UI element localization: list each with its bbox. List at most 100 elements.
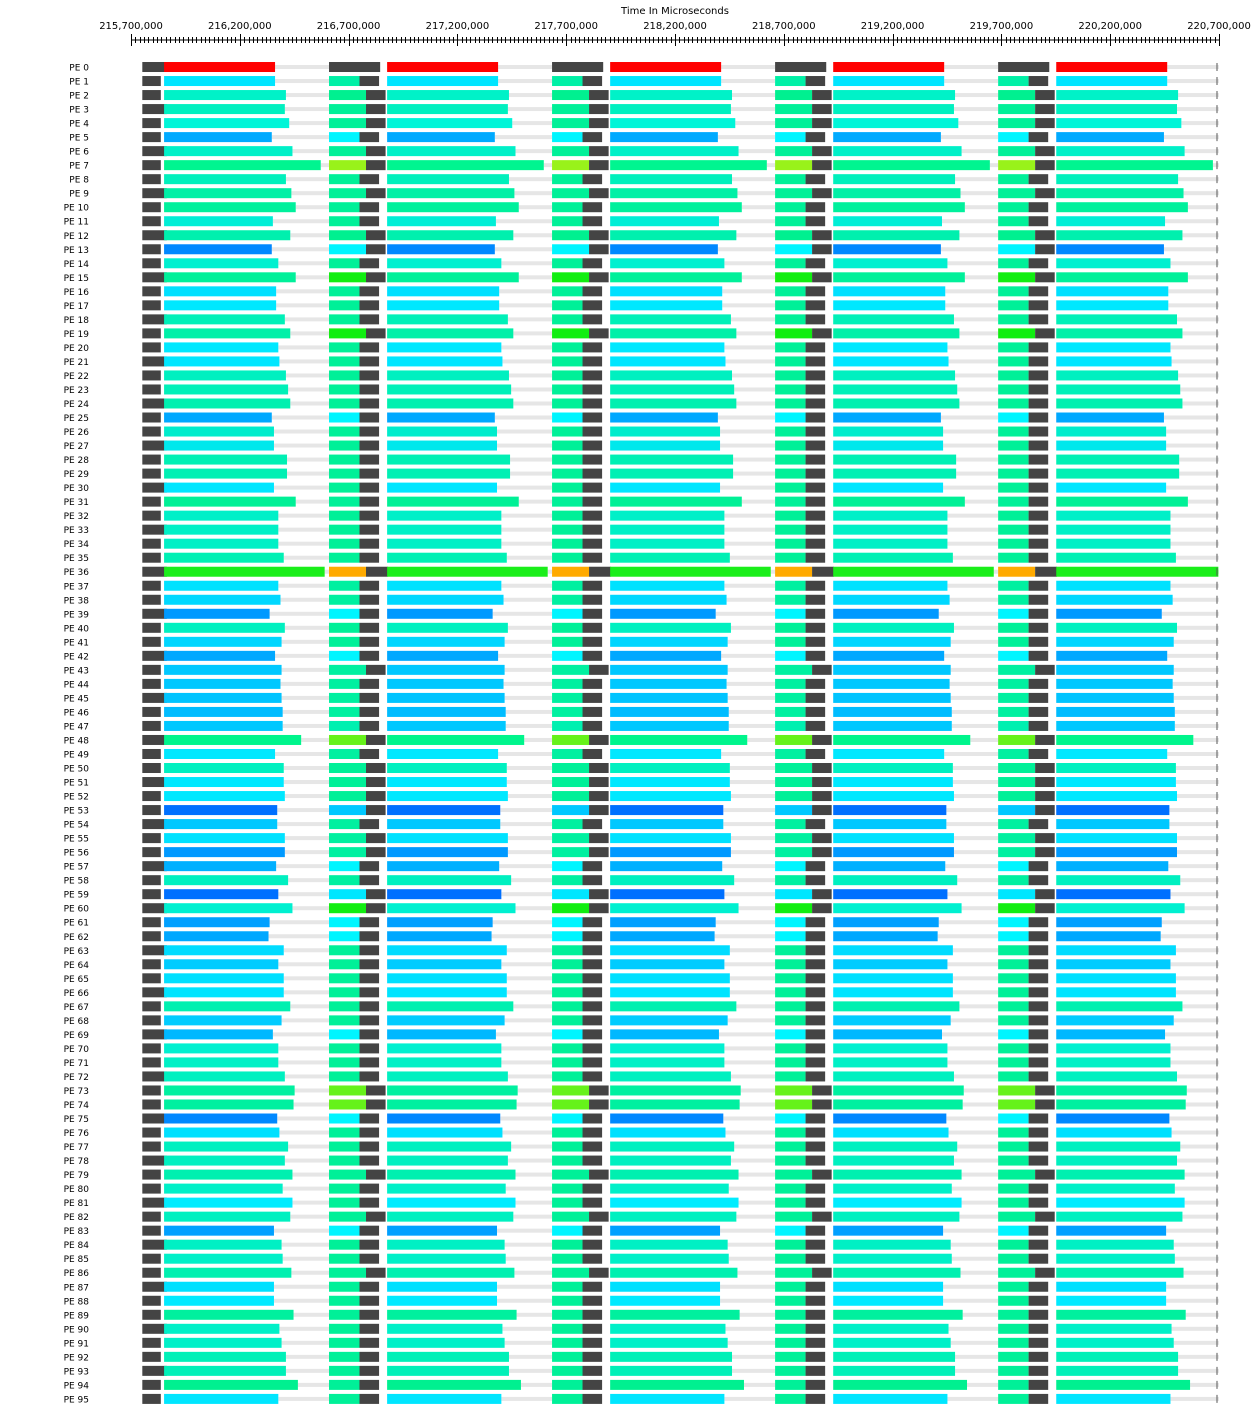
overhead-block (589, 104, 609, 115)
overhead-block (142, 510, 161, 521)
overhead-block (1028, 692, 1049, 703)
short-bar (552, 1085, 590, 1096)
idle-segment (1170, 541, 1219, 546)
work-bar (164, 566, 325, 577)
row-label: PE 31 (64, 498, 89, 508)
work-bar (610, 1071, 731, 1082)
work-bar (610, 552, 730, 563)
short-bar (998, 1141, 1029, 1152)
work-bar (387, 1015, 505, 1026)
overhead-block (359, 1015, 380, 1026)
idle-segment (275, 65, 330, 70)
idle-segment (290, 401, 330, 406)
row-label: PE 4 (69, 120, 89, 130)
row-label: PE 38 (64, 596, 90, 606)
overhead-block (359, 356, 380, 367)
row-bars (142, 566, 1219, 577)
overhead-block (359, 496, 380, 507)
short-bar (998, 1113, 1029, 1124)
work-bar (833, 538, 948, 549)
short-bar (552, 1057, 583, 1068)
work-bar (610, 1337, 728, 1348)
short-bar (329, 889, 367, 900)
idle-segment (501, 1060, 553, 1065)
work-bar (164, 552, 284, 563)
short-bar (329, 706, 360, 717)
idle-segment (287, 457, 330, 462)
short-bar (552, 678, 583, 689)
short-bar (329, 805, 367, 816)
work-bar (610, 748, 722, 759)
work-bar (833, 1015, 951, 1026)
short-bar (329, 987, 360, 998)
work-bar (387, 566, 548, 577)
idle-segment (962, 1312, 999, 1317)
overhead-block (142, 763, 161, 774)
work-bar (833, 1169, 962, 1180)
short-bar (552, 146, 590, 157)
overhead-block (582, 692, 603, 703)
row-bars (142, 538, 1219, 549)
idle-segment (507, 107, 553, 112)
work-bar (1056, 1253, 1175, 1264)
idle-segment (494, 247, 553, 252)
short-bar (775, 1323, 806, 1334)
overhead-block (1028, 678, 1049, 689)
idle-segment (747, 737, 776, 742)
row-bars (142, 734, 1219, 745)
row-bars (142, 1043, 1219, 1054)
row-bars (142, 356, 1219, 367)
idle-segment (1182, 1214, 1219, 1219)
work-bar (1056, 384, 1181, 395)
short-bar (552, 777, 590, 788)
row-label: PE 16 (64, 288, 90, 298)
short-bar (775, 314, 806, 325)
overhead-block (582, 1351, 603, 1362)
overhead-block (812, 664, 832, 675)
row-bars (142, 1197, 1219, 1208)
idle-segment (283, 780, 330, 785)
overhead-block (582, 748, 603, 759)
short-bar (998, 917, 1029, 928)
overhead-block (582, 1197, 603, 1208)
short-bar (998, 1071, 1029, 1082)
work-bar (833, 188, 961, 199)
short-bar (329, 76, 360, 87)
x-tick-label: 216,700,000 (317, 21, 381, 32)
idle-segment (513, 331, 553, 336)
idle-segment (1168, 864, 1219, 869)
short-bar (775, 160, 813, 171)
work-bar (164, 1183, 283, 1194)
overhead-block (582, 454, 603, 465)
work-bar (164, 1365, 286, 1376)
overhead-block (142, 1211, 161, 1222)
work-bar (387, 1211, 514, 1222)
idle-segment (291, 191, 330, 196)
overhead-block (359, 875, 380, 886)
idle-segment (506, 948, 553, 953)
work-bar (164, 1141, 289, 1152)
overhead-block (1028, 454, 1049, 465)
overhead-block (359, 1183, 380, 1194)
work-bar (1056, 580, 1171, 591)
overhead-block (1028, 720, 1049, 731)
overhead-block (805, 748, 826, 759)
short-bar (329, 1281, 360, 1292)
idle-segment (739, 1102, 776, 1107)
work-bar (387, 1043, 502, 1054)
overhead-block (359, 510, 380, 521)
work-bar (1056, 90, 1179, 101)
overhead-block (142, 664, 161, 675)
work-bar (610, 1239, 728, 1250)
short-bar (552, 370, 583, 381)
short-bar (329, 1379, 360, 1390)
short-bar (552, 314, 583, 325)
idle-segment (724, 527, 776, 532)
row-bars (142, 706, 1219, 717)
overhead-block (805, 1253, 826, 1264)
overhead-block (142, 174, 161, 185)
overhead-block (805, 538, 826, 549)
overhead-block (366, 833, 386, 844)
work-bar (387, 1183, 506, 1194)
idle-segment (947, 345, 999, 350)
